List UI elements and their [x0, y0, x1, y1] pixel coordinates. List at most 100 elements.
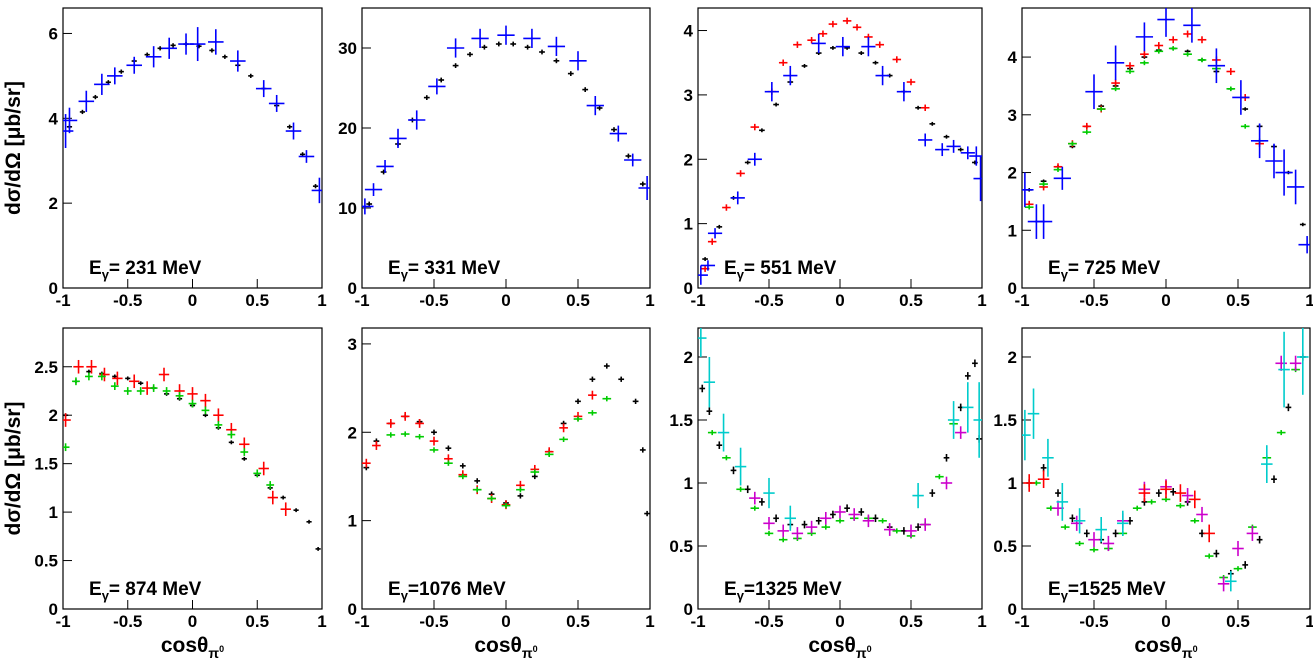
y-tick-label: 0 — [684, 279, 693, 298]
x-label-sup: 0 — [1193, 644, 1198, 654]
x-tick-label: -1 — [55, 612, 70, 631]
series — [366, 41, 646, 207]
series — [1024, 30, 1264, 208]
x-tick-label: -1 — [354, 612, 369, 631]
y-tick-label: 2 — [49, 194, 58, 213]
series — [1026, 353, 1306, 578]
series — [1026, 46, 1306, 227]
x-tick-label: 1 — [317, 291, 326, 310]
panel: 0 2 4 6 -1 -0.5 0 0.5 1 Eγ= 231 MeV dσ/dΩ [μb/sr] — [2, 7, 327, 310]
x-tick-label: -1 — [1014, 612, 1029, 631]
energy-label: Eγ= 874 MeV — [89, 579, 202, 603]
y-tick-label: 2.5 — [34, 358, 58, 377]
x-axis-label: cosθπ0 — [1134, 634, 1197, 661]
series — [63, 27, 322, 204]
y-axis-label: dσ/dΩ [μb/sr] — [2, 81, 25, 215]
series — [702, 45, 978, 261]
x-axis-label: cosθπ0 — [474, 634, 537, 661]
energy-label: Eγ= 725 MeV — [1048, 258, 1161, 282]
x-tick-label: -1 — [55, 291, 70, 310]
x-tick-label: -0.5 — [1079, 612, 1108, 631]
y-tick-label: 0 — [684, 600, 693, 619]
energy-label: Eγ= 551 MeV — [724, 258, 837, 282]
x-tick-label: -0.5 — [754, 612, 783, 631]
energy-symbol: E — [388, 579, 401, 600]
x-tick-label: 1 — [977, 612, 986, 631]
x-tick-label: 0.5 — [566, 291, 590, 310]
x-tick-label: 1 — [645, 291, 654, 310]
x-tick-label: -0.5 — [1079, 291, 1108, 310]
energy-label: Eγ=1076 MeV — [388, 579, 506, 603]
y-tick-label: 3 — [348, 335, 357, 354]
y-tick-label: 1 — [684, 474, 693, 493]
y-tick-label: 2 — [1008, 348, 1017, 367]
y-tick-label: 4 — [49, 109, 59, 128]
plot-frame — [361, 327, 651, 610]
energy-value: = 231 MeV — [109, 258, 202, 279]
energy-label: Eγ= 231 MeV — [89, 258, 202, 282]
x-tick-label: -1 — [690, 291, 705, 310]
data-points — [362, 363, 650, 517]
y-tick-label: 3 — [684, 86, 693, 105]
x-tick-label: 1 — [317, 612, 326, 631]
x-tick-label: 0 — [501, 612, 510, 631]
y-tick-label: 20 — [338, 119, 357, 138]
x-tick-label: -0.5 — [419, 291, 448, 310]
x-label-main: cosθ — [474, 634, 522, 657]
x-tick-label: 0 — [188, 291, 197, 310]
energy-value: = 725 MeV — [1068, 258, 1161, 279]
panel: 0 1 2 3 4 -1 -0.5 0 0.5 1 Eγ= 551 MeV — [684, 7, 987, 310]
energy-value: = 874 MeV — [109, 579, 202, 600]
x-tick-label: 0 — [835, 291, 844, 310]
y-tick-label: 2 — [684, 150, 693, 169]
x-tick-label: 0 — [1161, 291, 1170, 310]
plot-frame — [62, 327, 323, 610]
y-tick-label: 1 — [1008, 474, 1017, 493]
x-tick-label: 1 — [977, 291, 986, 310]
x-label-sub: π — [522, 645, 533, 661]
y-tick-label: 4 — [1008, 48, 1018, 67]
x-tick-label: 0 — [501, 291, 510, 310]
y-tick-label: 3 — [1008, 106, 1017, 125]
y-tick-label: 0.5 — [993, 537, 1017, 556]
energy-subscript: γ — [401, 588, 409, 603]
y-tick-label: 10 — [338, 199, 357, 218]
x-label-sup: 0 — [533, 644, 538, 654]
energy-label: Eγ=1325 MeV — [724, 579, 842, 603]
series — [386, 396, 612, 509]
series — [1023, 470, 1215, 543]
y-tick-label: 1 — [1008, 221, 1017, 240]
y-tick-label: 2 — [1008, 164, 1017, 183]
series — [749, 426, 967, 540]
series — [1052, 355, 1302, 592]
y-tick-label: 4 — [684, 22, 694, 41]
data-points — [1022, 8, 1310, 254]
energy-symbol: E — [1048, 579, 1061, 600]
data-points — [698, 328, 982, 543]
x-tick-label: 0 — [188, 612, 197, 631]
y-axis-label: dσ/dΩ [μb/sr] — [2, 402, 25, 536]
panel: 0 10 20 30 -1 -0.5 0 0.5 1 Eγ= 331 MeV — [338, 7, 655, 310]
y-tick-label: 0.5 — [669, 537, 693, 556]
energy-symbol: E — [388, 258, 401, 279]
y-tick-label: 0 — [348, 600, 357, 619]
x-label-sup: 0 — [219, 644, 224, 654]
x-label-main: cosθ — [161, 634, 209, 657]
series — [362, 25, 650, 215]
y-tick-label: 2 — [684, 348, 693, 367]
y-tick-label: 1 — [49, 503, 58, 522]
energy-symbol: E — [724, 258, 737, 279]
energy-subscript: γ — [1061, 588, 1069, 603]
energy-subscript: γ — [102, 588, 110, 603]
x-tick-label: 0.5 — [245, 612, 269, 631]
x-label-sub: π — [208, 645, 219, 661]
energy-value: =1325 MeV — [744, 579, 842, 600]
y-tick-label: 1.5 — [669, 411, 693, 430]
y-tick-label: 1 — [684, 215, 693, 234]
y-tick-label: 1 — [348, 512, 357, 531]
y-tick-label: 1.5 — [993, 411, 1017, 430]
series — [698, 328, 982, 531]
